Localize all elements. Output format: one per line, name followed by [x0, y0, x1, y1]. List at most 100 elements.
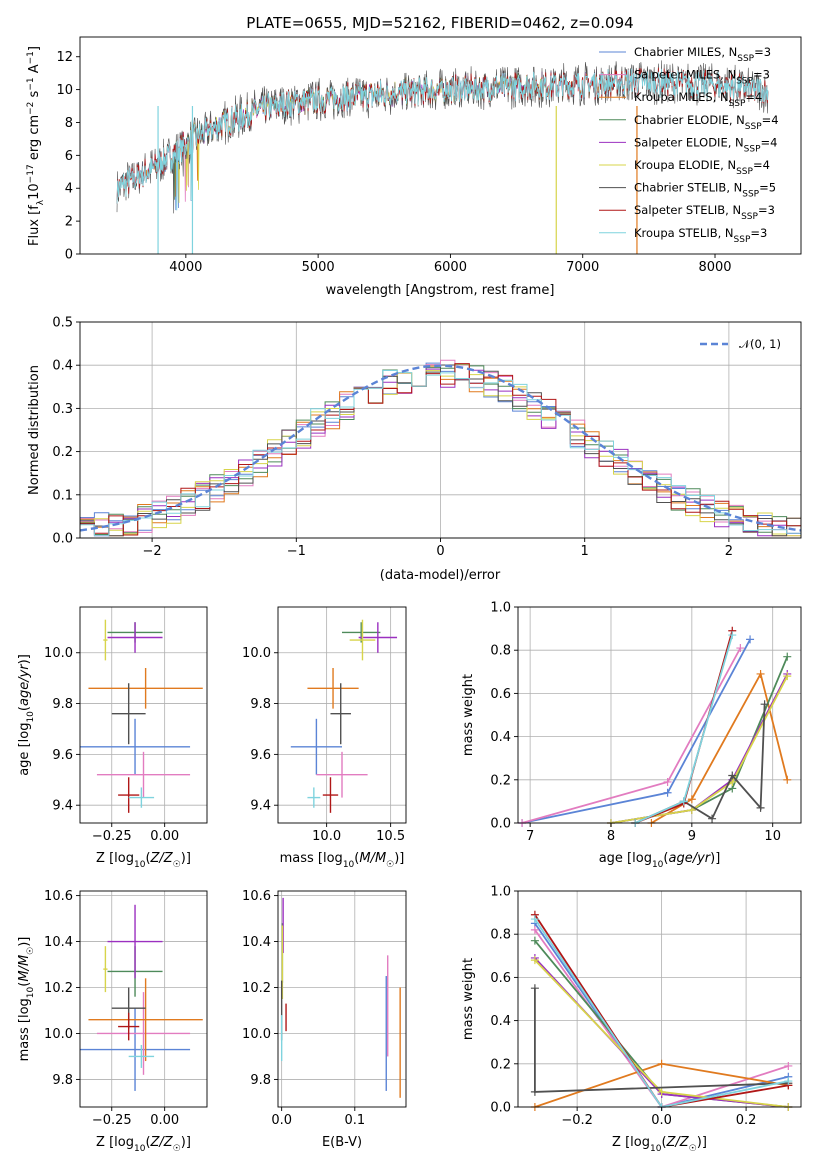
x-tick-label: 2 [725, 544, 733, 559]
x-tick-label: −2 [143, 544, 162, 559]
y-tick-label: 0.0 [490, 1101, 511, 1116]
legend-label-normal: 𝒩(0, 1) [739, 337, 781, 351]
y-tick-label: 1.0 [490, 601, 511, 616]
x-tick-label: 8 [607, 829, 615, 844]
z-weight-panel-marker [657, 1059, 666, 1068]
age-weight-panel-marker [687, 806, 696, 815]
x-tick-label: 0.0 [271, 1113, 292, 1128]
age-weight-panel-marker [663, 788, 672, 797]
age-weight-panel-marker [756, 803, 765, 812]
y-tick-label: 0.4 [490, 1014, 511, 1029]
histogram-step-8 [80, 370, 801, 537]
age-weight-panel-marker [736, 644, 745, 653]
z-age-panel-frame [79, 606, 208, 824]
age-weight-panel-marker [663, 777, 672, 786]
age-weight-panel-line-2 [650, 671, 789, 823]
age-weight-panel-line-1 [521, 647, 742, 823]
mass-age-panel-gridlines [278, 607, 406, 823]
y-tick-label: 0.4 [490, 730, 511, 745]
y-tick-label: 9.8 [250, 1073, 271, 1088]
y-tick-label: 0.4 [52, 359, 73, 374]
x-tick-label: 10 [764, 829, 781, 844]
histogram-step-7 [80, 363, 801, 537]
z-mass-panel-frame [79, 890, 208, 1108]
x-tick-label: 0 [436, 544, 444, 559]
y-tick-label: 0.2 [52, 445, 73, 460]
z-weight-panel-line-1 [534, 929, 789, 1107]
legend-label-7: Salpeter STELIB, NSSP=3 [634, 203, 775, 222]
x-tick-label: 10.0 [312, 829, 341, 844]
y-tick-label: 10.6 [242, 889, 271, 904]
y-tick-label: 10.0 [242, 646, 271, 661]
x-tick-label: 0.0 [651, 1113, 672, 1128]
x-tick-label: 5000 [302, 260, 335, 275]
normal-reference-curve [80, 364, 801, 532]
mass-age-panel-xlabel: mass [log10(M/M☉)] [280, 851, 405, 870]
legend-label-6: Chabrier STELIB, NSSP=5 [634, 181, 776, 200]
histogram-xlabel: (data-model)/error [380, 568, 501, 583]
y-tick-label: 0.8 [490, 644, 511, 659]
y-tick-label: 10.0 [44, 1027, 73, 1042]
spectrum-title: PLATE=0655, MJD=52162, FIBERID=0462, z=0… [246, 14, 633, 32]
z-age-panel-ylabel: age [log10(age/yr)] [17, 654, 36, 776]
y-tick-label: 0.2 [490, 1057, 511, 1072]
y-tick-label: 9.4 [250, 799, 271, 814]
age-weight-panel-ylabel: mass weight [461, 674, 476, 756]
y-tick-label: 10.0 [44, 646, 73, 661]
z-weight-panel-gridlines [518, 890, 801, 1108]
x-tick-label: 0.00 [150, 829, 179, 844]
z-age-panel-gridlines [80, 607, 207, 823]
y-tick-label: 9.6 [52, 748, 73, 763]
ebv-mass-panel-xlabel: E(B-V) [322, 1135, 362, 1150]
x-tick-label: 7000 [566, 260, 599, 275]
y-tick-label: 2 [65, 215, 73, 230]
age-weight-panel-line-0 [521, 638, 751, 823]
x-tick-label: −0.25 [92, 829, 132, 844]
y-tick-label: 9.4 [52, 799, 73, 814]
legend-label-0: Chabrier MILES, NSSP=3 [634, 45, 771, 64]
x-tick-label: 10.5 [376, 829, 405, 844]
age-weight-panel-marker [728, 771, 737, 780]
x-tick-label: 0.00 [150, 1113, 179, 1128]
age-weight-panel-line-8 [634, 634, 734, 823]
y-tick-label: 10.0 [242, 1027, 271, 1042]
y-tick-label: 10.2 [242, 981, 271, 996]
x-tick-label: 4000 [169, 260, 202, 275]
x-tick-label: 0.2 [736, 1113, 757, 1128]
z-weight-panel-marker [530, 925, 539, 934]
age-weight-panel-marker [728, 631, 737, 640]
age-weight-panel-marker [708, 814, 717, 823]
age-weight-panel-marker [760, 700, 769, 709]
legend-label-3: Chabrier ELODIE, NSSP=4 [634, 113, 779, 132]
y-tick-label: 0.0 [52, 532, 73, 547]
z-weight-panel-ylabel: mass weight [461, 958, 476, 1040]
y-tick-label: 0.6 [490, 687, 511, 702]
spectrum-line-8 [116, 68, 769, 211]
age-weight-panel-gridlines [518, 606, 801, 824]
legend-label-8: Kroupa STELIB, NSSP=3 [634, 226, 767, 245]
z-weight-panel-marker [530, 984, 539, 993]
histogram-ylabel: Normed distribution [27, 365, 42, 495]
x-tick-label: 9 [688, 829, 696, 844]
legend-label-4: Salpeter ELODIE, NSSP=4 [634, 135, 777, 154]
z-weight-panel-marker [784, 1077, 793, 1086]
x-tick-label: 8000 [698, 260, 731, 275]
y-tick-label: 0.0 [490, 817, 511, 832]
y-tick-label: 9.8 [52, 697, 73, 712]
y-tick-label: 6 [65, 149, 73, 164]
y-tick-label: 0.5 [52, 316, 73, 331]
y-tick-label: 0.1 [52, 488, 73, 503]
y-tick-label: 0.6 [490, 971, 511, 986]
z-mass-panel-ylabel: mass [log10(M/M☉)] [17, 937, 36, 1062]
y-tick-label: 4 [65, 182, 73, 197]
legend-label-2: Kroupa MILES, NSSP=4 [634, 90, 762, 109]
age-weight-panel-line-7 [634, 630, 734, 823]
age-weight-panel-xlabel: age [log10(age/yr)] [599, 851, 721, 870]
z-weight-panel-xlabel: Z [log10(Z/Z☉)] [612, 1135, 707, 1154]
z-mass-panel-xlabel: Z [log10(Z/Z☉)] [96, 1135, 191, 1154]
y-tick-label: 10.4 [44, 935, 73, 950]
y-tick-label: 0.3 [52, 402, 73, 417]
legend-label-5: Kroupa ELODIE, NSSP=4 [634, 158, 770, 177]
age-weight-panel-marker [679, 797, 688, 806]
